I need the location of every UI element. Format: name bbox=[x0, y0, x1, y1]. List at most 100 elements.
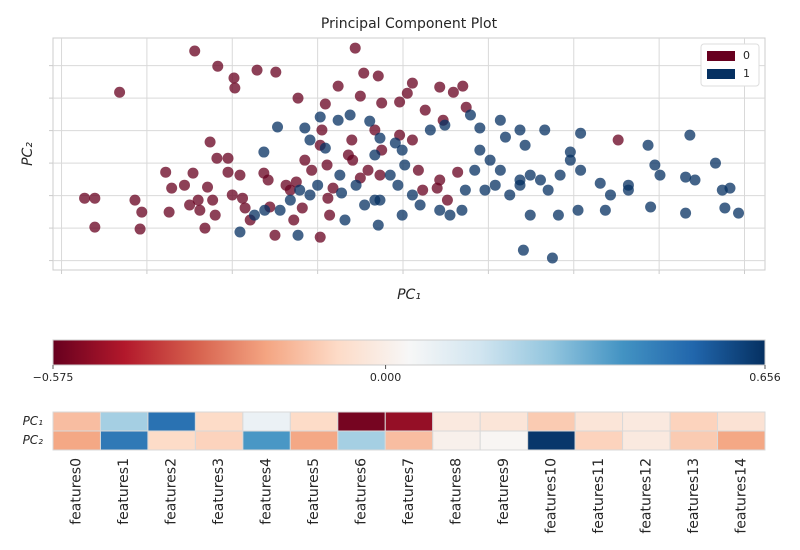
scatter-point bbox=[199, 222, 211, 234]
scatter-point bbox=[163, 206, 175, 218]
column-label: features1 bbox=[116, 458, 132, 525]
heatmap-cell bbox=[242, 430, 291, 451]
scatter-point bbox=[376, 97, 388, 109]
heatmap-cell bbox=[242, 411, 291, 432]
scatter-point bbox=[212, 60, 224, 72]
scatter-point bbox=[178, 179, 190, 191]
scatter-point bbox=[546, 252, 558, 264]
scatter-point bbox=[456, 204, 468, 216]
scatter-point bbox=[447, 86, 459, 98]
scatter-point bbox=[89, 221, 101, 233]
scatter-point bbox=[394, 96, 406, 108]
heatmap-cell bbox=[337, 411, 386, 432]
scatter-point bbox=[344, 109, 356, 121]
scatter-point bbox=[396, 144, 408, 156]
scatter-point bbox=[542, 184, 554, 196]
scatter-point bbox=[262, 174, 274, 186]
scatter-point bbox=[396, 209, 408, 221]
scatter-point bbox=[552, 209, 564, 221]
scatter-point bbox=[599, 204, 611, 216]
scatter-point bbox=[645, 201, 657, 213]
scatter-point bbox=[575, 127, 587, 139]
plot-area bbox=[52, 37, 766, 271]
scatter-point bbox=[534, 174, 546, 186]
scatter-point bbox=[489, 179, 501, 191]
column-label: features5 bbox=[306, 458, 322, 525]
colorbar-tick-label: 0.656 bbox=[749, 371, 781, 384]
scatter-point bbox=[222, 166, 234, 178]
scatter-point bbox=[494, 164, 506, 176]
scatter-point bbox=[166, 182, 178, 194]
scatter-point bbox=[479, 184, 491, 196]
scatter-point bbox=[284, 184, 296, 196]
scatter-point bbox=[211, 152, 223, 164]
heatmap-cell bbox=[574, 411, 624, 432]
scatter-point bbox=[207, 194, 219, 206]
scatter-point bbox=[406, 134, 418, 146]
scatter-point bbox=[192, 194, 204, 206]
scatter-point bbox=[733, 207, 745, 219]
scatter-point bbox=[314, 111, 326, 123]
scatter-point bbox=[434, 81, 446, 93]
column-label: features4 bbox=[259, 458, 275, 525]
scatter-point bbox=[314, 231, 326, 243]
scatter-point bbox=[517, 244, 529, 256]
scatter-point bbox=[649, 159, 661, 171]
scatter-point bbox=[204, 136, 216, 148]
scatter-point bbox=[237, 192, 249, 204]
scatter-point bbox=[374, 132, 386, 144]
legend-label: 1 bbox=[743, 67, 750, 80]
scatter-point bbox=[228, 72, 240, 84]
scatter-point bbox=[319, 142, 331, 154]
scatter-point bbox=[680, 207, 692, 219]
scatter-point bbox=[434, 204, 446, 216]
scatter-point bbox=[439, 119, 451, 131]
scatter-point bbox=[334, 169, 346, 181]
scatter-point bbox=[514, 124, 526, 136]
scatter-point bbox=[350, 179, 362, 191]
heatmap-cell bbox=[99, 411, 149, 432]
heatmap-cell bbox=[622, 430, 671, 451]
scatter-point bbox=[724, 182, 736, 194]
heatmap-cell bbox=[527, 411, 576, 432]
scatter-point bbox=[419, 104, 431, 116]
scatter-point bbox=[79, 192, 91, 204]
scatter-point bbox=[401, 87, 413, 99]
heatmap-cell bbox=[384, 430, 434, 451]
y-axis-label: PC₂ bbox=[20, 142, 36, 166]
scatter-point bbox=[519, 139, 531, 151]
scatter-point bbox=[539, 124, 551, 136]
scatter-point bbox=[234, 226, 246, 238]
heatmap-cell bbox=[289, 411, 339, 432]
heatmap-cell bbox=[147, 411, 196, 432]
scatter-point bbox=[399, 159, 411, 171]
scatter-point bbox=[258, 146, 270, 158]
scatter-point bbox=[457, 80, 469, 92]
scatter-point bbox=[292, 92, 304, 104]
scatter-point bbox=[474, 122, 486, 134]
column-label: features9 bbox=[496, 458, 512, 525]
column-label: features10 bbox=[543, 458, 559, 534]
scatter-point bbox=[441, 194, 453, 206]
scatter-point bbox=[469, 164, 481, 176]
heatmap-cell bbox=[622, 411, 671, 432]
scatter-point bbox=[304, 134, 316, 146]
scatter-point bbox=[292, 229, 304, 241]
scatter-point bbox=[719, 202, 731, 214]
heatmap-cell bbox=[147, 430, 196, 451]
scatter-point bbox=[322, 192, 334, 204]
scatter-point bbox=[499, 131, 511, 143]
scatter-point bbox=[524, 169, 536, 181]
scatter-point bbox=[332, 80, 344, 92]
scatter-point bbox=[327, 182, 339, 194]
scatter-point bbox=[248, 209, 260, 221]
scatter-point bbox=[524, 209, 536, 221]
scatter-point bbox=[234, 169, 246, 181]
scatter-point bbox=[369, 149, 381, 161]
scatter-point bbox=[452, 166, 464, 178]
scatter-point bbox=[709, 157, 721, 169]
heatmap-cell bbox=[479, 430, 529, 451]
scatter-point bbox=[209, 209, 221, 221]
scatter-point bbox=[484, 154, 496, 166]
